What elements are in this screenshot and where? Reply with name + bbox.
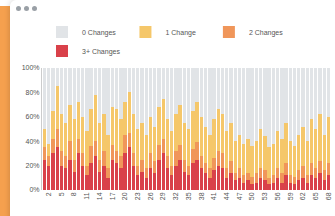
svg-text:38: 38 <box>198 192 205 200</box>
svg-text:62: 62 <box>299 192 306 200</box>
svg-text:53: 53 <box>261 192 268 200</box>
svg-text:26: 26 <box>147 192 154 200</box>
svg-text:0 Changes: 0 Changes <box>82 29 116 37</box>
svg-text:20: 20 <box>121 192 128 200</box>
svg-text:2 Changes: 2 Changes <box>249 29 283 37</box>
svg-text:20%: 20% <box>26 162 40 169</box>
svg-text:56: 56 <box>274 192 281 200</box>
svg-text:3+ Changes: 3+ Changes <box>82 48 120 56</box>
svg-text:80%: 80% <box>26 89 40 96</box>
svg-text:23: 23 <box>134 192 141 200</box>
svg-text:14: 14 <box>96 192 103 200</box>
svg-text:41: 41 <box>210 192 217 200</box>
svg-text:44: 44 <box>223 192 230 200</box>
svg-text:60%: 60% <box>26 113 40 120</box>
svg-text:68: 68 <box>325 192 332 200</box>
svg-text:5: 5 <box>58 192 65 196</box>
svg-text:29: 29 <box>159 192 166 200</box>
svg-text:50: 50 <box>248 192 255 200</box>
svg-text:65: 65 <box>312 192 319 200</box>
svg-text:100%: 100% <box>22 64 40 71</box>
svg-text:0%: 0% <box>29 186 39 193</box>
svg-text:2: 2 <box>45 192 52 196</box>
svg-text:8: 8 <box>70 192 77 196</box>
svg-text:35: 35 <box>185 192 192 200</box>
svg-text:47: 47 <box>236 192 243 200</box>
svg-text:32: 32 <box>172 192 179 200</box>
svg-text:11: 11 <box>83 192 90 199</box>
svg-text:59: 59 <box>287 192 294 200</box>
svg-text:17: 17 <box>109 192 116 200</box>
svg-text:1 Change: 1 Change <box>165 29 195 37</box>
svg-text:40%: 40% <box>26 138 40 145</box>
